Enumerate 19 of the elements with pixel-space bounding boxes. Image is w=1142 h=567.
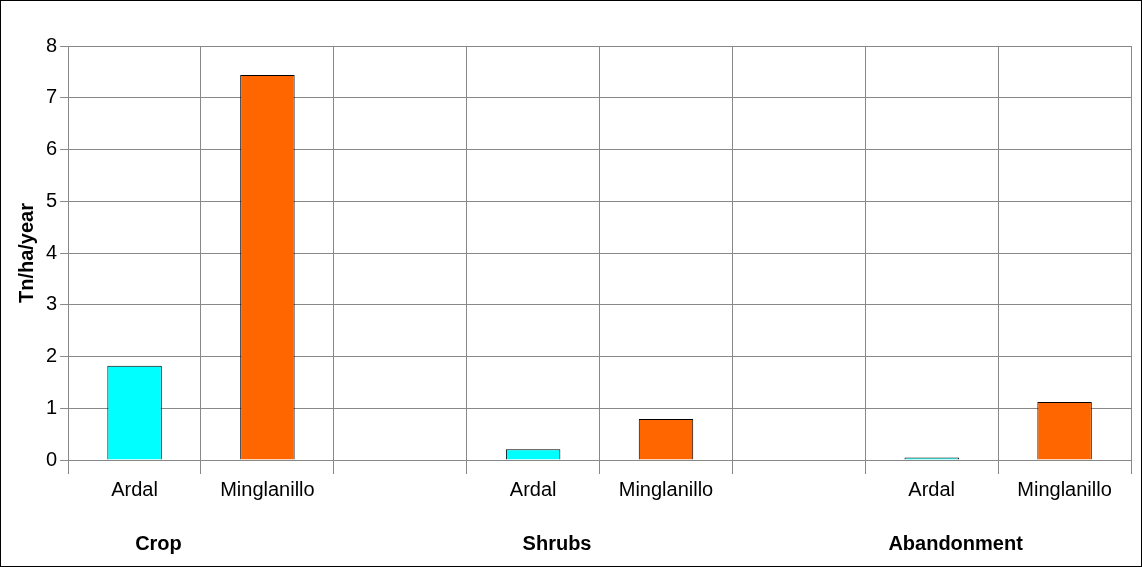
y-tick-label: 5 <box>46 188 58 211</box>
x-tick-label: Ardal <box>908 477 956 500</box>
y-tick-label: 4 <box>46 240 58 263</box>
y-axis-title: Tn/ha/year <box>14 202 37 304</box>
y-tick-label: 6 <box>46 137 58 160</box>
text: Shrubs <box>522 531 592 554</box>
y-tick-label: 8 <box>46 33 58 56</box>
text: Abandonment <box>888 531 1024 554</box>
x-tick-label: Ardal <box>111 477 158 500</box>
x-tick-label: Minglanillo <box>618 477 714 500</box>
text: Crop <box>135 531 182 554</box>
y-tick-label: 0 <box>46 447 58 470</box>
y-tick-label: 2 <box>46 344 58 367</box>
y-tick-label: 3 <box>46 292 58 315</box>
y-tick-label: 7 <box>46 85 58 108</box>
y-tick-label: 1 <box>46 395 58 418</box>
x-tick-label: Minglanillo <box>220 477 315 500</box>
x-tick-label: Minglanillo <box>1017 477 1112 500</box>
x-tick-label: Ardal <box>509 477 557 500</box>
